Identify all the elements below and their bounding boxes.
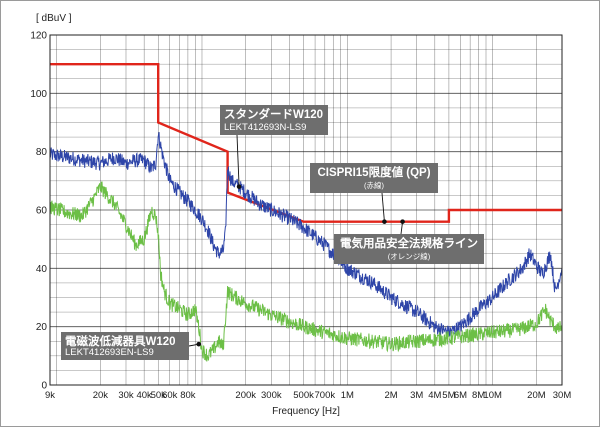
x-tick-label: 60k xyxy=(162,390,178,401)
x-tick-label: 40k xyxy=(136,390,152,401)
annotation-jis: 電気用品安全法規格ライン(オレンジ線) xyxy=(334,219,484,264)
x-tick-label: 10M xyxy=(483,390,502,401)
x-tick-label: 3M xyxy=(410,390,423,401)
x-tick-label: 700k xyxy=(315,390,336,401)
annotation-subtitle: (オレンジ線) xyxy=(388,251,431,261)
annotation-title: 電磁波低減器具W120 xyxy=(65,334,176,348)
x-tick-label: 500k xyxy=(293,390,314,401)
x-tick-label: 8M xyxy=(472,390,485,401)
annotation-title: スタンダードW120 xyxy=(224,107,323,121)
x-tick-label: 300k xyxy=(261,390,282,401)
annotations: スタンダードW120LEKT412693N-LS9電磁波低減器具W120LEKT… xyxy=(61,105,484,360)
y-tick-label: 120 xyxy=(30,31,47,42)
annotation-box xyxy=(334,234,484,264)
x-tick-label: 4M xyxy=(428,390,441,401)
x-tick-label: 2M xyxy=(384,390,397,401)
x-tick-label: 6M xyxy=(454,390,467,401)
x-tick-label: 30M xyxy=(553,390,572,401)
annotation-subtitle: (赤線) xyxy=(364,180,384,190)
x-tick-label: 80k xyxy=(180,390,196,401)
y-tick-label: 100 xyxy=(30,89,47,100)
marker-dot xyxy=(400,219,405,224)
y-tick-label: 60 xyxy=(36,206,48,217)
filtered-trace xyxy=(49,181,563,362)
x-tick-label: 5M xyxy=(442,390,455,401)
x-tick-label: 50k xyxy=(151,390,167,401)
leader-line xyxy=(236,134,240,187)
limit-line xyxy=(50,63,562,223)
marker-dot xyxy=(196,341,202,347)
x-tick-label: 1M xyxy=(341,390,354,401)
marker-dot xyxy=(382,219,387,224)
leader-line xyxy=(381,192,385,222)
plot-border xyxy=(49,34,563,386)
annotation-title: CISPRI15限度値 (QP) xyxy=(317,165,430,179)
annotation-box xyxy=(310,163,438,193)
standard-trace xyxy=(49,131,563,339)
annotation-box xyxy=(61,332,189,360)
x-tick-label: 200k xyxy=(235,390,256,401)
x-tick-label: 9k xyxy=(45,390,55,401)
annotation-cispr: CISPRI15限度値 (QP)(赤線) xyxy=(310,163,438,224)
x-tick-label: 30k xyxy=(118,390,134,401)
y-tick-label: 40 xyxy=(36,264,48,275)
x-tick-label: 20k xyxy=(93,390,109,401)
x-axis-label: Frequency [Hz] xyxy=(272,406,340,417)
annotation-subtitle: LEKT412693EN-LS9 xyxy=(65,347,154,358)
marker-dot xyxy=(236,184,242,189)
y-tick-label: 80 xyxy=(36,147,48,158)
annotation-box xyxy=(220,105,328,135)
x-tick-label: 20M xyxy=(527,390,546,401)
y-tick-label: 0 xyxy=(41,381,47,392)
y-tick-label: 20 xyxy=(36,322,48,333)
annotation-subtitle: LEKT412693N-LS9 xyxy=(224,122,306,133)
annotation-title: 電気用品安全法規格ライン xyxy=(340,236,478,250)
y-tick-labels: 0 20 40 60 80 100 120 xyxy=(30,31,47,392)
series-group xyxy=(49,63,563,362)
y-unit-label: [ dBuV ] xyxy=(36,13,72,24)
